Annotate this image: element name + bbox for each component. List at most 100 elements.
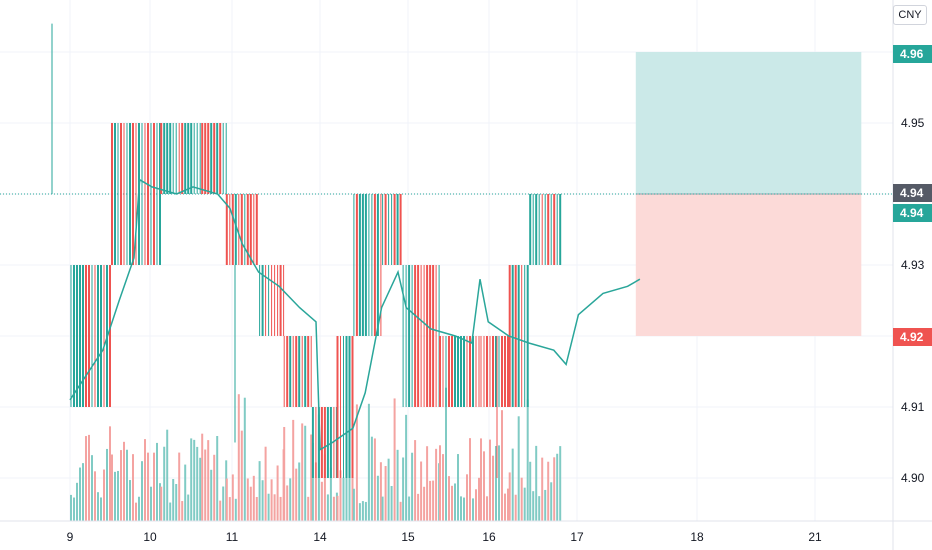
candle-down: [120, 123, 122, 265]
volume-bar: [141, 461, 143, 521]
candle-up: [460, 336, 462, 407]
volume-bar: [295, 468, 298, 521]
candle-down: [279, 265, 282, 336]
moving-average: [69, 178, 641, 451]
volume-bar: [332, 496, 335, 521]
candle-down: [507, 336, 509, 407]
volume-bar: [508, 472, 511, 521]
volume-bar: [475, 489, 477, 521]
volume-bar: [91, 455, 93, 521]
volume-bar: [243, 397, 246, 521]
candle-down: [88, 265, 90, 407]
volume-bar: [326, 494, 329, 521]
candle-up: [408, 265, 411, 407]
volume-bar: [234, 498, 237, 521]
candle-down: [204, 123, 207, 194]
candle-up: [517, 265, 520, 407]
volume-bar: [270, 479, 273, 521]
volume-bar: [76, 482, 78, 521]
candle-up: [187, 123, 190, 194]
candle-down: [181, 123, 184, 194]
volume-bar: [160, 486, 163, 521]
volume-bar: [411, 452, 414, 521]
candle-up: [184, 123, 187, 194]
volume-bar: [414, 440, 417, 521]
volume-bar: [429, 480, 432, 521]
volume-bar: [314, 462, 317, 521]
volume-bar: [381, 496, 384, 521]
volume-bar: [279, 496, 282, 521]
volume-bar: [216, 436, 219, 521]
candle-up: [457, 336, 459, 407]
volume-bar: [480, 438, 482, 521]
candle-up: [495, 336, 497, 407]
candle-down: [207, 123, 210, 194]
volume-bar: [283, 426, 286, 521]
candle-up: [326, 407, 329, 478]
volume-bar: [100, 497, 102, 521]
candle-down: [295, 336, 298, 407]
long-position-tool[interactable]: [0, 52, 893, 336]
volume-bar: [320, 481, 323, 521]
candle-up: [396, 194, 399, 265]
volume-bar: [472, 498, 474, 521]
currency-button[interactable]: CNY: [893, 5, 927, 25]
price-tags: 4.96 4.94 4.94 4.92: [893, 45, 932, 346]
candle-down: [469, 336, 471, 407]
volume-bar: [535, 445, 538, 521]
volume-bar: [261, 480, 264, 521]
volume-bar: [451, 485, 453, 521]
volume-bar: [85, 436, 87, 521]
candle-up: [317, 407, 320, 478]
candle-down: [373, 194, 376, 336]
volume-bar: [445, 387, 447, 521]
volume-bar: [426, 446, 429, 521]
candle-down: [426, 265, 429, 407]
volume-bar: [478, 477, 480, 521]
candle-down: [351, 336, 354, 478]
candle-down: [201, 123, 204, 194]
volume-bar: [264, 446, 267, 521]
candle-down: [393, 194, 396, 265]
candle-down: [219, 123, 222, 194]
volume-bar: [541, 457, 544, 521]
volume-bar: [417, 493, 420, 521]
volume-bar: [246, 478, 249, 521]
volume-bar: [138, 496, 140, 521]
candle-up: [159, 123, 161, 265]
candle-up: [361, 194, 364, 336]
candle-up: [463, 336, 465, 407]
candle-down: [249, 194, 252, 265]
volume-bar: [156, 442, 158, 521]
candle-up: [376, 194, 379, 336]
volume-bar: [311, 443, 314, 521]
volume-bar: [384, 466, 387, 521]
volume-bar: [252, 475, 255, 521]
volume-bar: [523, 487, 526, 521]
candle-up: [73, 265, 75, 407]
volume-bar: [393, 398, 396, 521]
x-tick-label: 17: [570, 530, 584, 544]
candle-up: [364, 194, 367, 336]
candle-down: [547, 194, 550, 265]
candle-down: [514, 265, 517, 407]
stop-price-tag-bg: [893, 328, 932, 346]
candle-up: [234, 194, 237, 265]
volume-bar: [126, 449, 128, 521]
x-tick-label: 14: [313, 530, 327, 544]
candle-up: [526, 265, 529, 407]
volume-bar: [120, 450, 122, 521]
volume-bar: [147, 452, 149, 521]
volume-bar: [329, 467, 332, 521]
volume-bar: [163, 446, 166, 521]
volume-bar: [73, 497, 75, 521]
candle-up: [163, 123, 166, 194]
y-tick-label: 4.90: [901, 471, 925, 485]
last-price-tag: 4.94: [893, 204, 932, 222]
volume-bar: [184, 464, 187, 521]
volume-bar: [240, 430, 243, 521]
candle-down: [399, 194, 402, 265]
volume-bar: [153, 452, 155, 521]
